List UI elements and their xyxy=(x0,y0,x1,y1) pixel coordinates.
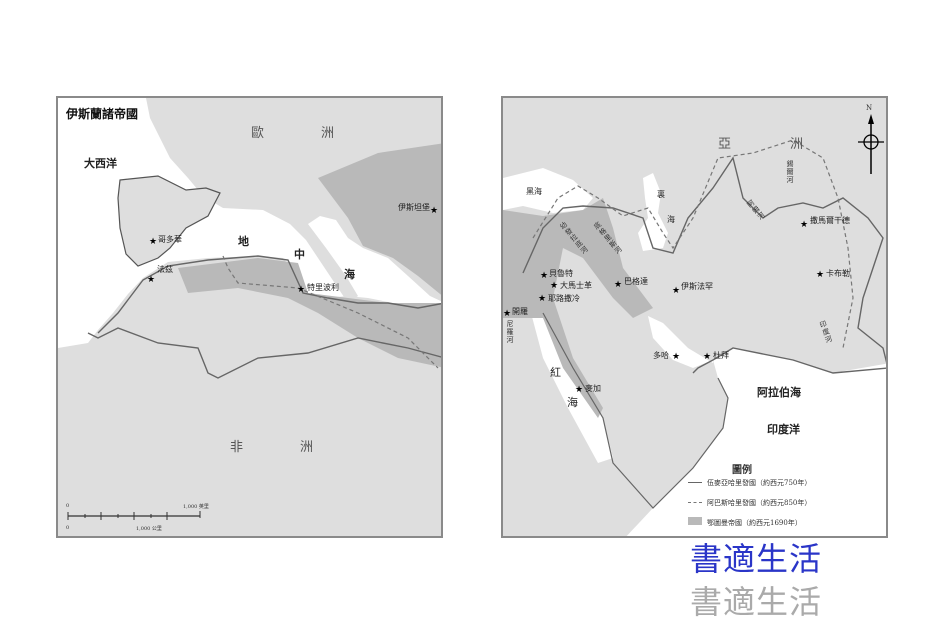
label-indian-ocean: 印度洋 xyxy=(767,423,800,436)
map-western-islamic-empires: 伊斯蘭諸帝國 歐 洲 大西洋 地 中 海 非 洲 伊斯坦堡 ★ 哥多華 ★ 法茲… xyxy=(56,96,443,538)
empire-shade-levant xyxy=(503,198,653,418)
label-asia: 洲 xyxy=(790,137,804,152)
compass-north-label: N xyxy=(866,104,873,112)
star-icon: ★ xyxy=(503,309,512,319)
city-cordoba: 哥多華 xyxy=(158,235,182,244)
star-icon: ★ xyxy=(614,280,623,290)
scale-zero: 0 xyxy=(66,503,70,509)
star-icon: ★ xyxy=(816,270,825,280)
river-syr-darya: 錫爾河 xyxy=(786,160,794,184)
sea-red-sea xyxy=(531,313,613,463)
star-icon: ★ xyxy=(147,275,156,285)
legend-swatch-umayyad xyxy=(688,482,702,483)
label-red-sea: 紅 xyxy=(550,366,561,379)
label-red-sea: 海 xyxy=(567,396,578,409)
label-europe: 歐 xyxy=(251,126,265,141)
label-mediterranean: 地 xyxy=(238,235,249,248)
star-icon: ★ xyxy=(540,271,549,281)
label-mediterranean: 中 xyxy=(294,248,305,261)
sea-arabian xyxy=(626,348,886,536)
star-icon: ★ xyxy=(550,281,559,291)
star-icon: ★ xyxy=(430,206,439,216)
scale-zero: 0 xyxy=(66,525,70,531)
umayyad-border-south xyxy=(87,327,441,379)
legend-swatch-abbasid xyxy=(688,502,702,503)
star-icon: ★ xyxy=(538,294,547,304)
map-western-shapes xyxy=(58,98,441,536)
watermark-blue: 書適生活 xyxy=(690,540,823,578)
label-mediterranean: 海 xyxy=(344,268,355,281)
star-icon: ★ xyxy=(575,385,584,395)
city-isfahan: 伊斯法罕 xyxy=(681,282,713,291)
city-dubai: 杜拜 xyxy=(713,351,729,360)
land-europe xyxy=(146,98,441,303)
sea-persian-gulf xyxy=(648,316,713,368)
label-asia: 亞 xyxy=(718,137,732,152)
star-icon: ★ xyxy=(672,352,681,362)
label-africa: 洲 xyxy=(300,440,314,455)
city-beirut: 貝魯特 xyxy=(549,269,573,278)
scale-miles: 1,000 英里 xyxy=(183,504,209,510)
city-cairo: 開羅 xyxy=(512,307,528,316)
star-icon: ★ xyxy=(297,285,306,295)
label-black-sea: 黑海 xyxy=(526,187,542,196)
star-icon: ★ xyxy=(800,220,809,230)
city-baghdad: 巴格達 xyxy=(624,277,648,286)
label-arabian-sea: 阿拉伯海 xyxy=(757,386,801,399)
empire-shade-balkans xyxy=(318,143,441,295)
arabia-coast xyxy=(542,312,729,509)
city-mecca: 麥加 xyxy=(585,384,601,393)
label-europe: 洲 xyxy=(321,126,335,141)
river-nile: 尼羅河 xyxy=(506,320,514,344)
map-eastern-shapes xyxy=(503,98,886,536)
legend-item-abbasid: 阿巴斯哈里發國（約西元850年） xyxy=(707,499,812,507)
legend-item-umayyad: 伍麥亞哈里發國（約西元750年） xyxy=(707,479,812,487)
label-caspian: 海 xyxy=(667,215,675,224)
legend-swatch-ottoman xyxy=(688,517,702,525)
star-icon: ★ xyxy=(672,286,681,296)
umayyad-border xyxy=(522,156,886,374)
city-doha: 多哈 xyxy=(653,351,669,360)
city-fez: 法茲 xyxy=(157,265,173,274)
city-samarkand: 撒馬爾干德 xyxy=(810,216,850,225)
city-damascus: 大馬士革 xyxy=(560,281,592,290)
empire-shade-north-africa xyxy=(178,258,441,368)
star-icon: ★ xyxy=(149,237,158,247)
scale-km: 1,000 公里 xyxy=(136,526,162,532)
land-iberia xyxy=(117,175,221,267)
compass-icon xyxy=(858,114,884,174)
legend-title: 圖例 xyxy=(732,465,752,476)
city-tripoli: 特里波利 xyxy=(307,283,339,292)
city-kabul: 卡布勒 xyxy=(826,269,850,278)
watermark-gray: 書適生活 xyxy=(690,583,823,621)
city-istanbul: 伊斯坦堡 xyxy=(398,203,430,212)
label-atlantic: 大西洋 xyxy=(84,157,117,170)
label-africa: 非 xyxy=(230,440,244,455)
map-title: 伊斯蘭諸帝國 xyxy=(66,107,139,121)
map-eastern-islamic-empires: N 亞 洲 黑海 裏 海 錫爾河 阿姆河 底格里斯河 幼發拉底河 尼羅河 印度河… xyxy=(501,96,888,538)
abbasid-border xyxy=(532,139,854,349)
umayyad-border xyxy=(97,255,441,334)
land-africa xyxy=(58,256,441,536)
abbasid-border xyxy=(222,255,439,369)
sea-black-sea xyxy=(503,168,593,213)
label-caspian: 裏 xyxy=(657,190,665,199)
sea-caspian xyxy=(638,173,668,251)
legend-item-ottoman: 鄂圖曼帝國（約西元1690年） xyxy=(707,519,802,527)
city-jerusalem: 耶路撒冷 xyxy=(548,294,580,303)
star-icon: ★ xyxy=(703,352,712,362)
